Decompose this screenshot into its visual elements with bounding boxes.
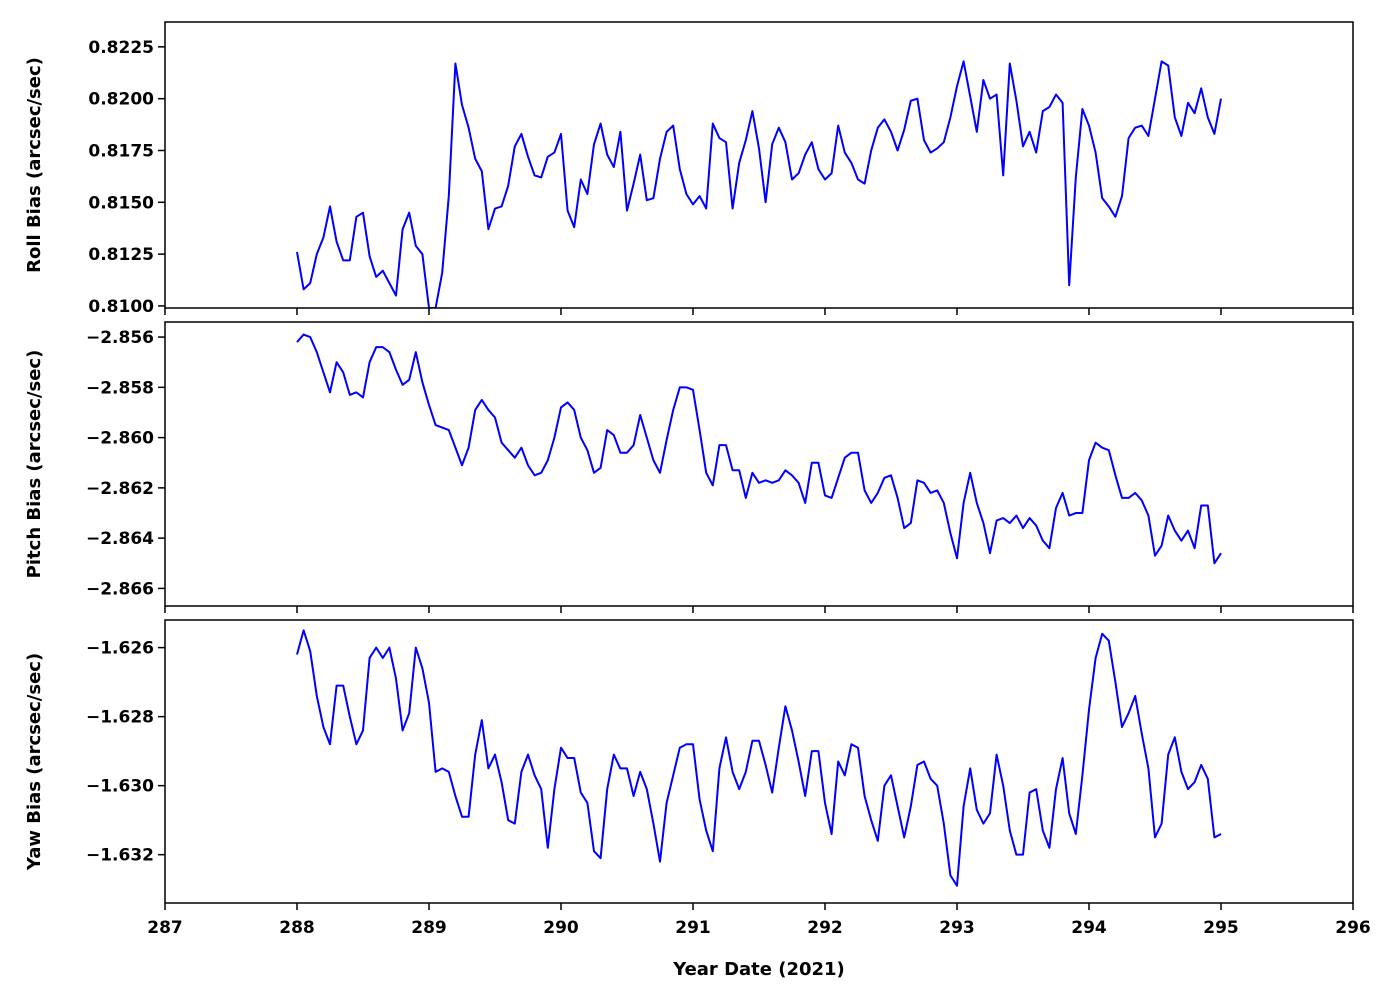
pitch-panel: −2.856 −2.858 −2.860 −2.862 −2.864 −2.866 Pitc… bbox=[24, 321, 1354, 613]
roll-panel: 0.8100 0.8125 0.8150 0.8175 0.8200 0.8225 Roll… bbox=[24, 21, 1354, 317]
yaw-y-tick-label: −1.628 bbox=[86, 708, 154, 728]
x-tick-label: 296 bbox=[1335, 918, 1371, 938]
x-tick-label: 295 bbox=[1203, 918, 1239, 938]
x-tick-label: 293 bbox=[939, 918, 975, 938]
pitch-y-tick-label: −2.860 bbox=[86, 429, 154, 449]
pitch-y-tick-label: −2.866 bbox=[86, 579, 154, 599]
roll-y-tick-label: 0.8100 bbox=[88, 297, 154, 317]
yaw-series-line bbox=[296, 629, 1222, 887]
roll-axes-frame bbox=[164, 21, 1354, 309]
roll-series-line bbox=[296, 60, 1222, 308]
yaw-axes-frame bbox=[164, 619, 1354, 904]
x-tick-label: 292 bbox=[807, 918, 843, 938]
roll-y-tick-label: 0.8225 bbox=[88, 38, 154, 58]
yaw-y-tick-label: −1.630 bbox=[86, 777, 154, 797]
pitch-y-axis-label: Pitch Bias (arcsec/sec) bbox=[24, 350, 45, 579]
x-tick-label: 288 bbox=[279, 918, 315, 938]
yaw-panel: −1.626 −1.628 −1.630 −1.632 287 288 289 290 291 2… bbox=[24, 619, 1371, 938]
x-axis-label: Year Date (2021) bbox=[672, 959, 845, 980]
x-tick-label: 294 bbox=[1071, 918, 1107, 938]
roll-y-tick-label: 0.8150 bbox=[88, 193, 154, 213]
roll-y-axis-label: Roll Bias (arcsec/sec) bbox=[24, 57, 45, 273]
pitch-y-tick-label: −2.856 bbox=[86, 328, 154, 348]
x-tick-label: 290 bbox=[543, 918, 579, 938]
pitch-axes-frame bbox=[164, 321, 1354, 607]
pitch-y-tick-label: −2.864 bbox=[86, 529, 154, 549]
pitch-series-line bbox=[296, 333, 1222, 565]
roll-y-tick-label: 0.8175 bbox=[88, 141, 154, 161]
yaw-y-axis-label: Yaw Bias (arcsec/sec) bbox=[24, 653, 45, 871]
pitch-y-tick-label: −2.858 bbox=[86, 378, 154, 398]
pitch-y-tick-label: −2.862 bbox=[86, 479, 154, 499]
chart-panels: 0.8100 0.8125 0.8150 0.8175 0.8200 0.8225 Roll… bbox=[24, 21, 1371, 938]
roll-y-tick-label: 0.8200 bbox=[88, 90, 154, 110]
yaw-y-tick-label: −1.626 bbox=[86, 639, 154, 659]
x-tick-label: 289 bbox=[411, 918, 447, 938]
roll-y-tick-label: 0.8125 bbox=[88, 245, 154, 265]
x-tick-label: 291 bbox=[675, 918, 711, 938]
yaw-y-tick-label: −1.632 bbox=[86, 846, 154, 866]
x-tick-label: 287 bbox=[147, 918, 183, 938]
